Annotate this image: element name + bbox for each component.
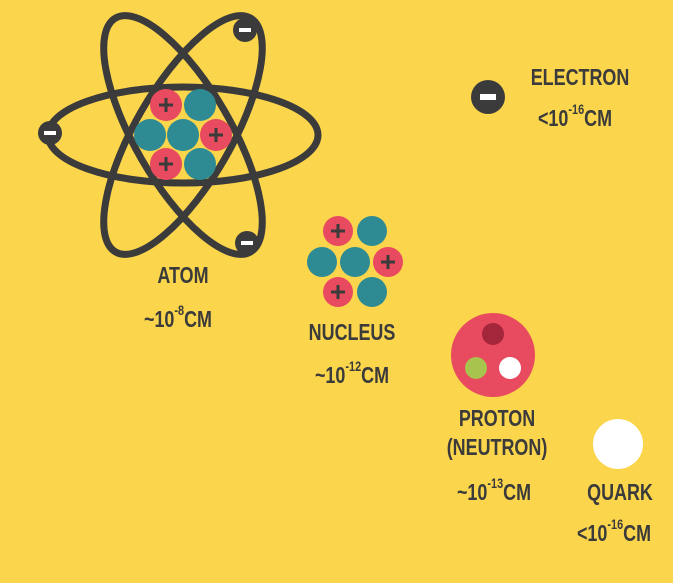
electron-name: ELECTRON bbox=[531, 65, 630, 91]
nucleus-size: ~10-12CM bbox=[315, 359, 389, 389]
proton-name: PROTON bbox=[459, 406, 535, 432]
proton-icon bbox=[451, 313, 535, 397]
nucleus-icon bbox=[307, 216, 403, 307]
atom-nucleus bbox=[134, 89, 232, 180]
quark-name: QUARK bbox=[587, 480, 653, 506]
proton-subname: (NEUTRON) bbox=[447, 435, 548, 461]
atom-size: ~10-8CM bbox=[144, 303, 212, 333]
atom-name: ATOM bbox=[157, 263, 208, 289]
nucleus-name: NUCLEUS bbox=[309, 320, 396, 346]
electron-size: <10-16CM bbox=[538, 102, 612, 132]
electron-icon bbox=[471, 80, 505, 114]
proton-size: ~10-13CM bbox=[457, 476, 531, 506]
quark-icon bbox=[593, 419, 643, 469]
quark-size: <10-16CM bbox=[577, 517, 651, 547]
atom-electrons bbox=[38, 18, 259, 255]
